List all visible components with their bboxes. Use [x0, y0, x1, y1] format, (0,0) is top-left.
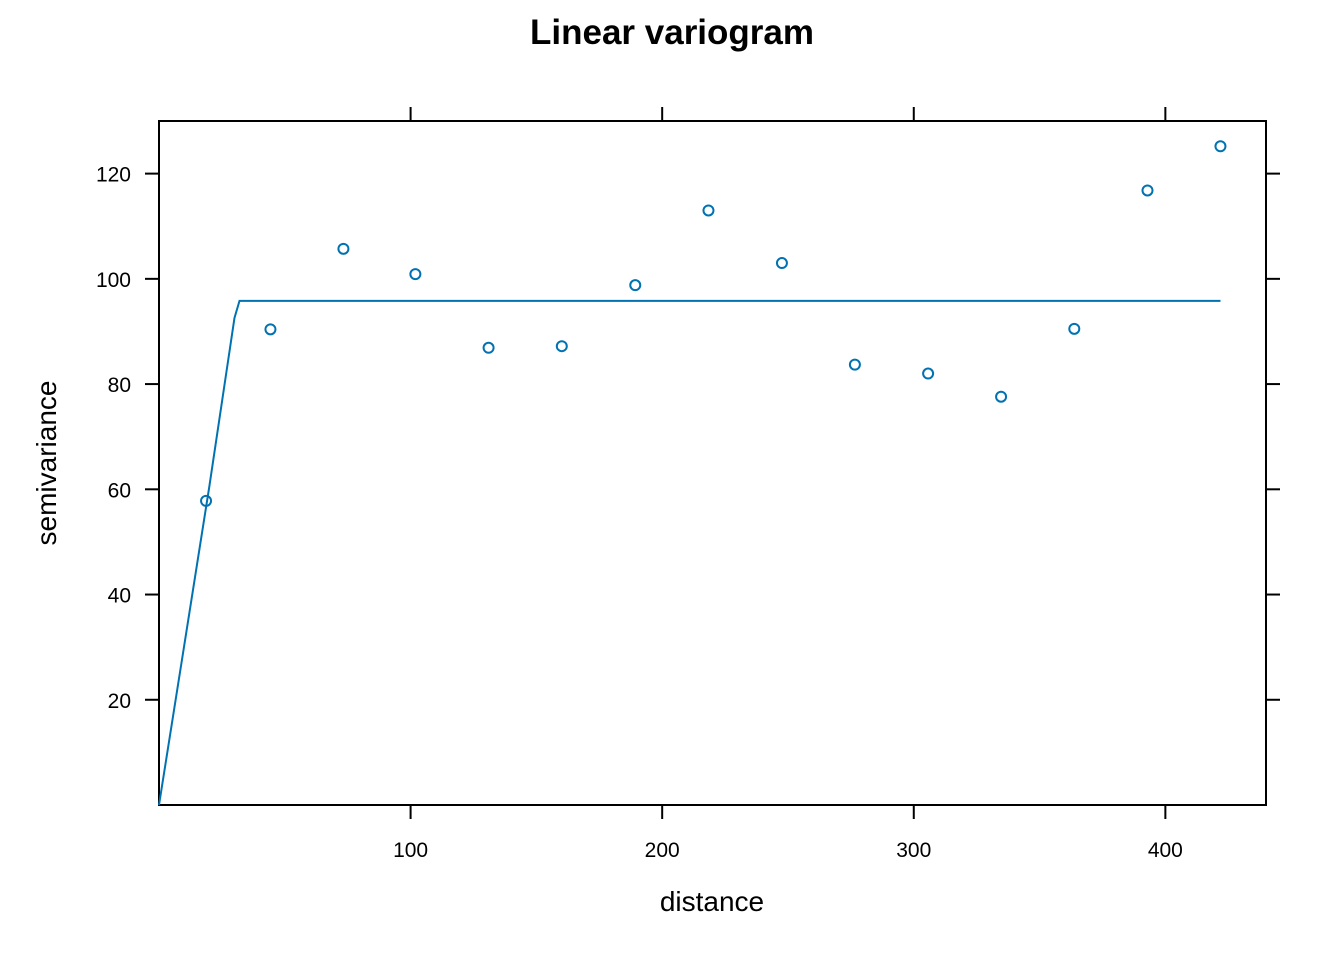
- data-point: [1214, 140, 1227, 153]
- y-tick-label: 80: [108, 374, 131, 397]
- data-point: [555, 340, 568, 353]
- x-tick-label: 400: [1148, 839, 1183, 862]
- data-point: [337, 242, 350, 255]
- x-tick-label: 100: [393, 839, 428, 862]
- data-point: [409, 268, 422, 281]
- data-point: [1068, 322, 1081, 335]
- y-tick-label: 120: [96, 164, 131, 187]
- chart-title: Linear variogram: [530, 13, 814, 52]
- data-point: [1141, 184, 1154, 197]
- data-point: [482, 341, 495, 354]
- plot-frame: [158, 120, 1267, 806]
- y-tick-label: 60: [108, 479, 131, 502]
- data-point: [264, 323, 277, 336]
- data-point: [922, 367, 935, 380]
- data-point: [702, 204, 715, 217]
- y-axis-label: semivariance: [31, 381, 62, 546]
- data-point: [629, 279, 642, 292]
- x-tick-label: 300: [896, 839, 931, 862]
- y-tick-label: 40: [108, 585, 131, 608]
- y-tick-label: 20: [108, 690, 131, 713]
- data-point: [995, 390, 1008, 403]
- data-point: [775, 257, 788, 270]
- plot-area: 100 200 300 400 20 40 60 80 100 120: [96, 107, 1280, 862]
- x-axis-label: distance: [660, 886, 764, 917]
- y-tick-label: 100: [96, 269, 131, 292]
- x-tick-label: 200: [645, 839, 680, 862]
- data-point: [848, 358, 861, 371]
- variogram-model-line: [158, 299, 1221, 806]
